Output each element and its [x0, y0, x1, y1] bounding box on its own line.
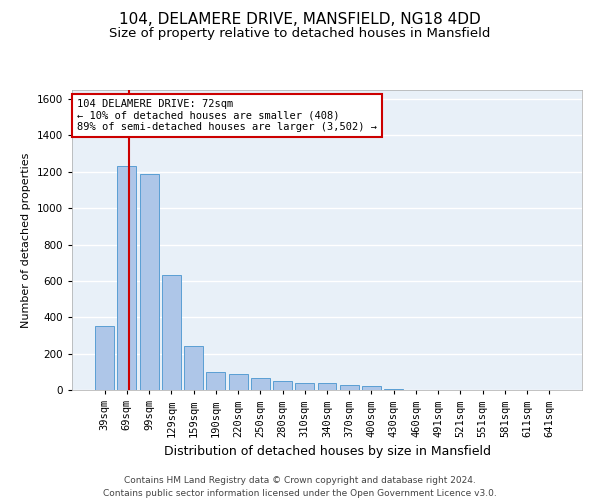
Bar	[273, 381, 292, 390]
Bar	[229, 374, 248, 390]
Bar	[184, 346, 203, 390]
Bar	[162, 274, 181, 390]
Bar	[362, 386, 381, 390]
Bar	[118, 166, 136, 390]
X-axis label: Distribution of detached houses by size in Mansfield: Distribution of detached houses by size …	[163, 445, 491, 458]
Text: Size of property relative to detached houses in Mansfield: Size of property relative to detached ho…	[109, 28, 491, 40]
Bar	[295, 383, 314, 390]
Text: Contains HM Land Registry data © Crown copyright and database right 2024.
Contai: Contains HM Land Registry data © Crown c…	[103, 476, 497, 498]
Text: 104, DELAMERE DRIVE, MANSFIELD, NG18 4DD: 104, DELAMERE DRIVE, MANSFIELD, NG18 4DD	[119, 12, 481, 28]
Bar	[340, 385, 359, 390]
Bar	[317, 383, 337, 390]
Bar	[206, 372, 225, 390]
Bar	[384, 388, 403, 390]
Text: 104 DELAMERE DRIVE: 72sqm
← 10% of detached houses are smaller (408)
89% of semi: 104 DELAMERE DRIVE: 72sqm ← 10% of detac…	[77, 99, 377, 132]
Bar	[251, 378, 270, 390]
Bar	[95, 326, 114, 390]
Bar	[140, 174, 158, 390]
Y-axis label: Number of detached properties: Number of detached properties	[21, 152, 31, 328]
